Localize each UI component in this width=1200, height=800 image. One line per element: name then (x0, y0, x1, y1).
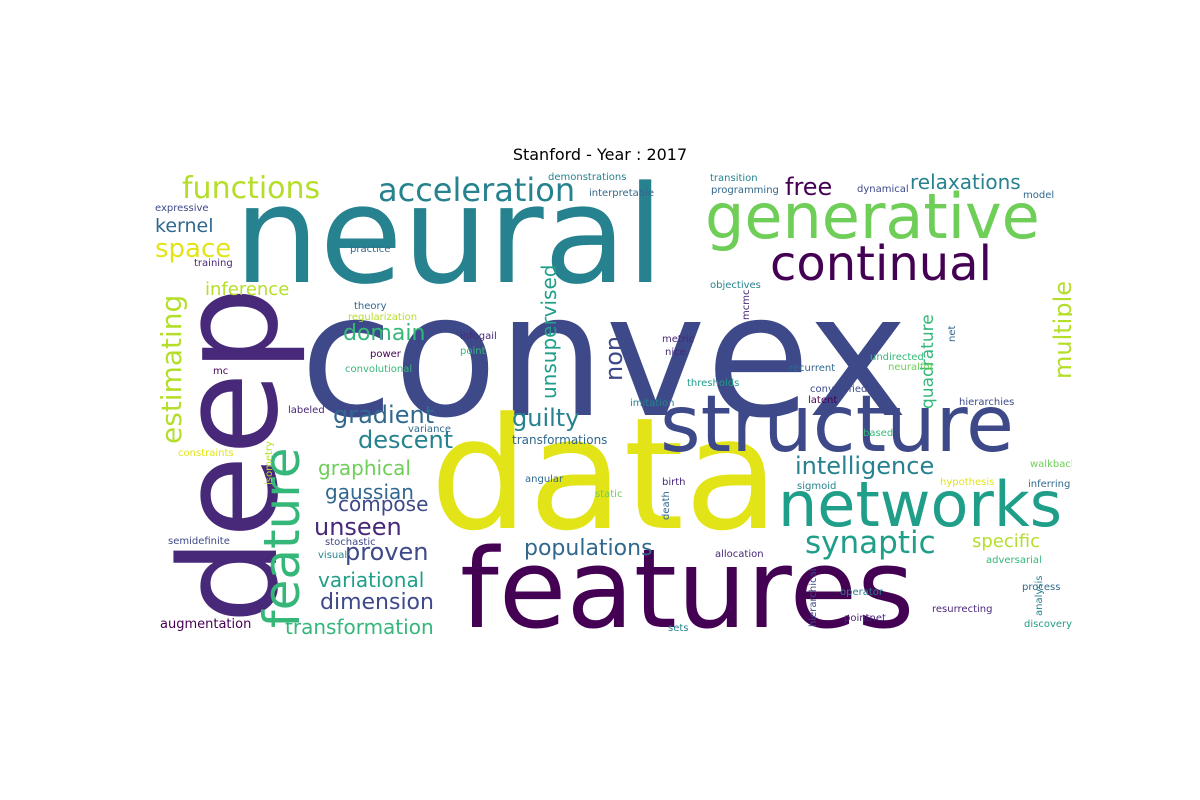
word-regularization: regularization (348, 312, 418, 323)
word-descent: descent (358, 426, 454, 454)
word-populations: populations (524, 536, 653, 561)
word-birth: birth (662, 477, 686, 488)
word-proven: proven (345, 538, 429, 566)
word-mc: mc (213, 366, 229, 377)
word-static: static (595, 489, 623, 500)
word-hypothesis: hypothesis (940, 477, 995, 488)
word-semidefinite: semidefinite (168, 536, 230, 547)
word-guilty: guilty (512, 404, 580, 432)
word-programming: programming (711, 185, 779, 196)
word-specific: specific (972, 531, 1041, 552)
word-mcmc: mcmc (741, 289, 752, 320)
word-point: point (460, 346, 486, 357)
word-multiple: multiple (1049, 280, 1072, 379)
word-visual: visual (318, 550, 348, 561)
word-gaussian: gaussian (325, 480, 414, 504)
word-neuralfdr: neuralfdr (888, 362, 934, 373)
word-nice: nice (665, 347, 686, 358)
word-neural: neural (234, 172, 664, 314)
word-interpretable: interpretable (589, 188, 655, 199)
word-stochastic: stochastic (325, 537, 376, 548)
word-analysis: analysis (1034, 575, 1045, 617)
word-graphical: graphical (318, 456, 411, 480)
word-convex: convex (300, 258, 909, 456)
word-synaptic: synaptic (805, 525, 936, 561)
word-data: data (430, 384, 780, 565)
word-convexified: convexified (810, 384, 868, 395)
word-convolutional: convolutional (345, 364, 413, 375)
word-discovery: discovery (1024, 619, 1072, 630)
word-based: based (863, 428, 894, 439)
word-objectives: objectives (710, 280, 761, 291)
word-variational: variational (318, 568, 425, 592)
word-inference: inference (205, 279, 290, 300)
word-unseen: unseen (314, 513, 402, 541)
word-estimating: estimating (155, 294, 188, 444)
word-free: free (785, 173, 833, 201)
word-latent: latent (808, 395, 838, 406)
word-structure: structure (660, 380, 1014, 470)
word-acceleration: acceleration (378, 172, 576, 209)
word-walkback: walkback (1030, 459, 1072, 470)
word-recurrent: recurrent (789, 363, 836, 374)
word-labeled: labeled (288, 405, 325, 416)
word-transition: transition (710, 173, 758, 184)
word-inferring: inferring (1028, 479, 1071, 490)
word-dynamical: dynamical (857, 184, 909, 195)
word-space: space (155, 234, 232, 264)
word-augmentation: augmentation (160, 617, 252, 632)
word-non: non (600, 335, 628, 381)
word-death: death (661, 491, 672, 520)
word-sets: sets (668, 623, 689, 634)
word-resurrecting: resurrecting (932, 604, 993, 615)
word-continual: continual (770, 236, 992, 292)
word-training: training (194, 258, 233, 269)
word-constraints: constraints (178, 448, 234, 459)
word-thresholds: thresholds (687, 378, 740, 389)
word-hierarchies: hierarchies (959, 397, 1015, 408)
word-features: features (460, 525, 915, 636)
chart-title: Stanford - Year : 2017 (512, 145, 688, 164)
word-cloud: convex data neural deep features structu… (150, 172, 1072, 636)
word-dimension: dimension (320, 590, 434, 615)
word-operator: operator (840, 587, 884, 598)
word-process: process (1022, 582, 1061, 593)
word-compose: compose (338, 492, 429, 516)
word-functions: functions (182, 172, 321, 206)
word-hierarchical: hierarchical (808, 568, 819, 627)
word-domain: domain (343, 321, 426, 346)
word-imitation: imitation (630, 398, 675, 409)
word-net: net (947, 325, 958, 342)
word-metric: metric (662, 334, 695, 345)
word-generative: generative (705, 180, 1040, 253)
word-demonstrations: demonstrations (548, 172, 627, 183)
word-expressive: expressive (155, 203, 209, 214)
word-sigmoid: sigmoid (797, 481, 837, 492)
word-allocation: allocation (715, 549, 764, 560)
word-pointnet: pointnet (844, 613, 886, 624)
word-undirected: undirected (870, 352, 924, 363)
word-intelligence: intelligence (795, 452, 935, 480)
word-gradient: gradient (333, 401, 435, 429)
word-isometry: isometry (264, 441, 275, 485)
word-transformations: transformations (512, 433, 608, 447)
word-networks: networks (778, 468, 1063, 541)
word-practice: practice (350, 244, 391, 255)
word-model: model (1023, 190, 1055, 201)
word-transformation: transformation (285, 615, 434, 636)
word-power: power (370, 349, 401, 360)
word-kernel: kernel (155, 215, 214, 237)
word-adversarial: adversarial (986, 555, 1042, 566)
word-variance: variance (408, 424, 452, 435)
word-theory: theory (354, 301, 387, 312)
word-unsupervised: unsupervised (537, 264, 561, 399)
word-infogail: infogail (460, 331, 497, 342)
word-angular: angular (525, 474, 564, 485)
word-relaxations: relaxations (910, 172, 1021, 194)
